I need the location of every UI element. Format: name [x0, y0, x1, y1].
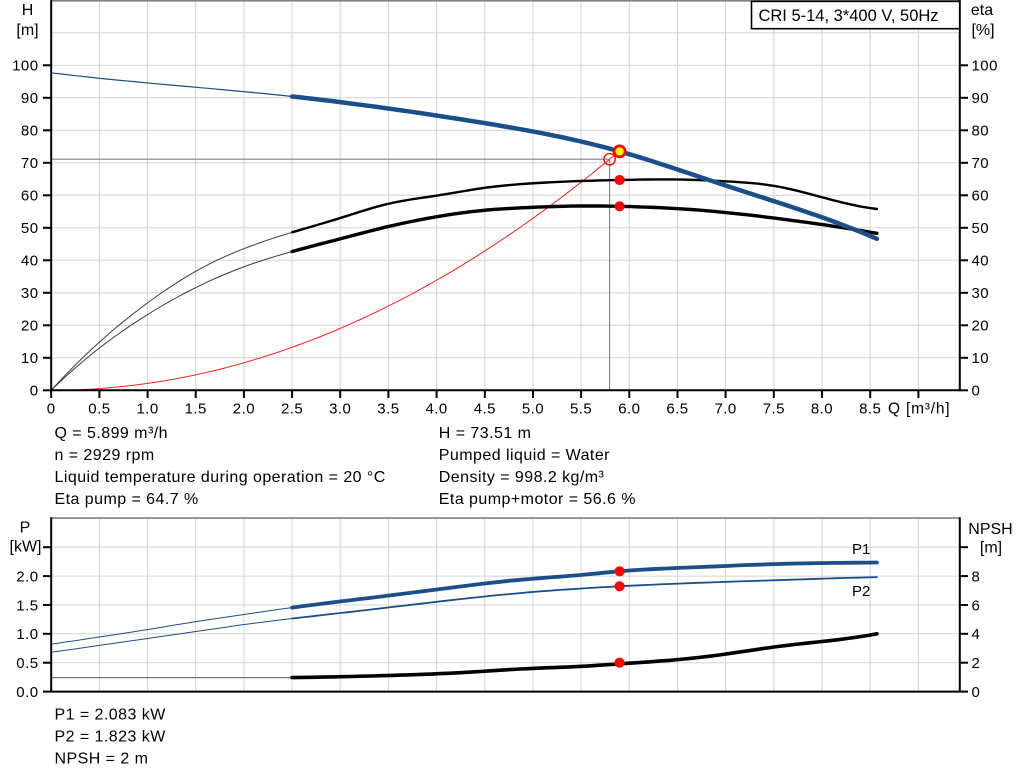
svg-text:20: 20	[21, 318, 39, 335]
svg-text:1.0: 1.0	[136, 401, 158, 418]
svg-text:90: 90	[972, 90, 990, 107]
svg-text:10: 10	[972, 350, 990, 367]
svg-text:CRI 5-14, 3*400 V, 50Hz: CRI 5-14, 3*400 V, 50Hz	[758, 7, 938, 25]
svg-text:3.5: 3.5	[377, 401, 399, 418]
svg-text:Q [m³/h]: Q [m³/h]	[888, 401, 950, 418]
svg-text:40: 40	[21, 253, 39, 270]
svg-text:100: 100	[972, 58, 998, 75]
svg-text:90: 90	[21, 90, 39, 107]
svg-text:8.5: 8.5	[859, 401, 881, 418]
svg-text:0: 0	[30, 383, 39, 400]
svg-text:50: 50	[21, 220, 39, 237]
svg-text:40: 40	[972, 253, 990, 270]
svg-text:100: 100	[12, 58, 38, 75]
svg-text:Eta pump+motor = 56.6 %: Eta pump+motor = 56.6 %	[439, 491, 636, 508]
svg-text:0.5: 0.5	[16, 655, 38, 672]
svg-text:2.0: 2.0	[16, 568, 38, 585]
svg-text:2.0: 2.0	[233, 401, 255, 418]
svg-text:1.5: 1.5	[185, 401, 207, 418]
svg-text:H: H	[22, 2, 34, 19]
svg-text:n = 2929 rpm: n = 2929 rpm	[55, 447, 155, 464]
svg-text:80: 80	[972, 123, 990, 140]
svg-text:0.5: 0.5	[88, 401, 110, 418]
svg-text:[%]: [%]	[971, 22, 994, 39]
svg-text:4: 4	[972, 626, 981, 643]
svg-text:60: 60	[21, 188, 39, 205]
svg-text:H = 73.51 m: H = 73.51 m	[439, 425, 532, 442]
svg-text:4.0: 4.0	[425, 401, 447, 418]
svg-text:30: 30	[21, 285, 39, 302]
svg-text:[kW]: [kW]	[10, 539, 42, 556]
svg-text:0: 0	[972, 383, 981, 400]
svg-text:70: 70	[972, 155, 990, 172]
svg-text:6: 6	[972, 597, 981, 614]
svg-text:[m]: [m]	[980, 540, 1002, 557]
svg-text:P1 = 2.083 kW: P1 = 2.083 kW	[55, 706, 167, 723]
svg-text:8: 8	[972, 568, 981, 585]
svg-text:Q = 5.899 m³/h: Q = 5.899 m³/h	[55, 425, 168, 442]
svg-text:Eta pump = 64.7 %: Eta pump = 64.7 %	[55, 491, 199, 508]
svg-text:1.0: 1.0	[16, 626, 38, 643]
svg-text:4.5: 4.5	[474, 401, 496, 418]
svg-text:5.5: 5.5	[570, 401, 592, 418]
svg-text:7.0: 7.0	[714, 401, 736, 418]
svg-text:3.0: 3.0	[329, 401, 351, 418]
svg-text:NPSH: NPSH	[968, 521, 1012, 538]
svg-text:P1: P1	[852, 541, 870, 558]
svg-text:80: 80	[21, 123, 39, 140]
svg-text:Liquid temperature during oper: Liquid temperature during operation = 20…	[55, 469, 386, 486]
svg-text:P2 = 1.823 kW: P2 = 1.823 kW	[55, 728, 167, 745]
svg-text:0: 0	[972, 684, 981, 701]
svg-text:Pumped liquid = Water: Pumped liquid = Water	[439, 447, 610, 464]
svg-text:NPSH = 2 m: NPSH = 2 m	[55, 751, 149, 768]
svg-text:6.0: 6.0	[618, 401, 640, 418]
svg-text:P: P	[20, 520, 31, 537]
svg-text:eta: eta	[971, 2, 993, 19]
svg-text:10: 10	[21, 350, 39, 367]
svg-text:5.0: 5.0	[522, 401, 544, 418]
svg-text:P2: P2	[852, 583, 870, 600]
svg-text:60: 60	[972, 188, 990, 205]
svg-text:0: 0	[47, 401, 56, 418]
svg-text:30: 30	[972, 285, 990, 302]
svg-text:6.5: 6.5	[666, 401, 688, 418]
svg-text:2.5: 2.5	[281, 401, 303, 418]
svg-text:1.5: 1.5	[16, 597, 38, 614]
svg-text:2: 2	[972, 655, 981, 672]
svg-text:Density = 998.2 kg/m³: Density = 998.2 kg/m³	[439, 469, 605, 486]
svg-text:50: 50	[972, 220, 990, 237]
svg-text:0.0: 0.0	[16, 684, 38, 701]
svg-text:20: 20	[972, 318, 990, 335]
svg-text:70: 70	[21, 155, 39, 172]
svg-text:[m]: [m]	[16, 22, 38, 39]
svg-text:7.5: 7.5	[763, 401, 785, 418]
svg-text:8.0: 8.0	[811, 401, 833, 418]
